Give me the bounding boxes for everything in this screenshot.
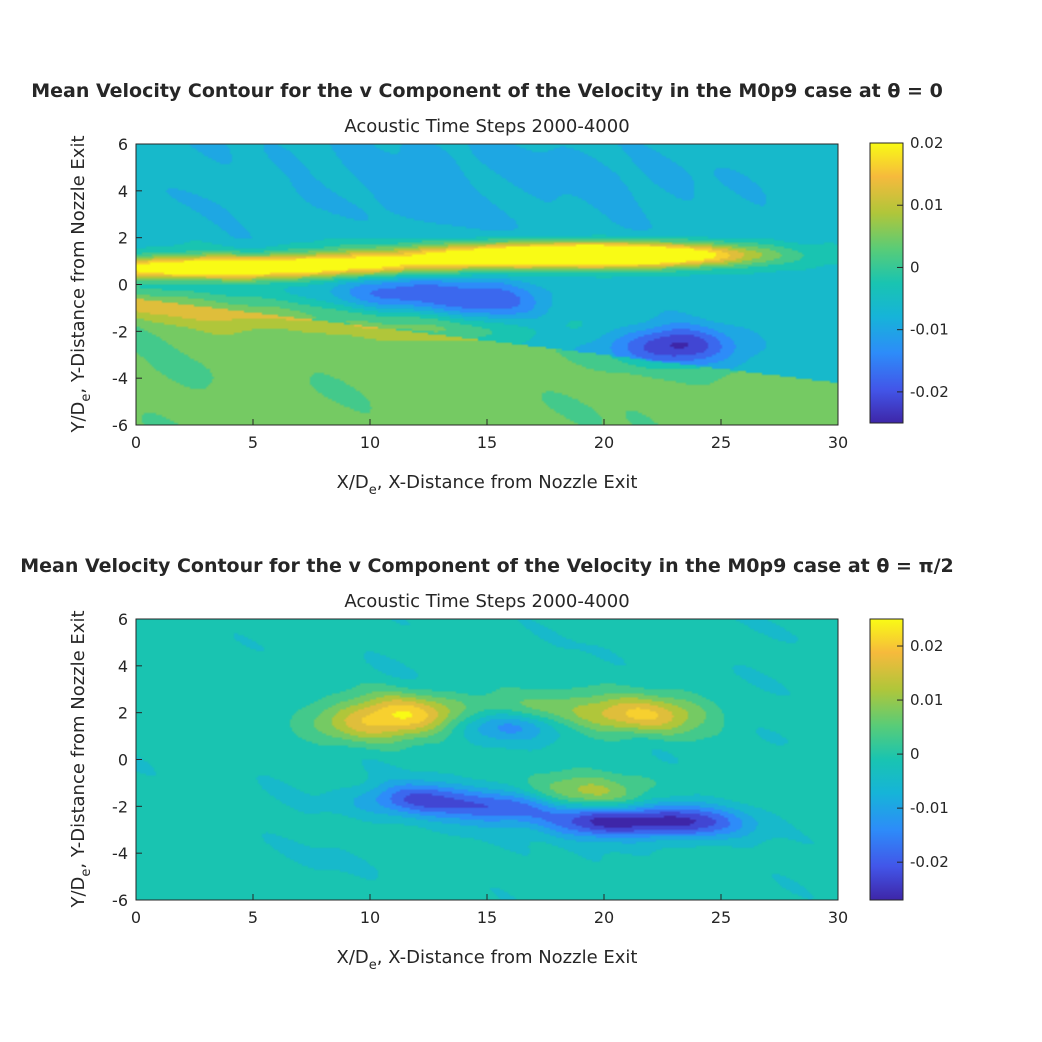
colorbar-tick-label: 0.02 — [910, 134, 943, 152]
y-tick-label: 6 — [118, 610, 128, 629]
heatmap-plot-area-bottom — [135, 618, 839, 901]
y-axis-ticks-bottom: -6 -4 -2 0 2 4 6 — [112, 610, 142, 910]
x-tick-label: 25 — [711, 433, 731, 452]
y-tick-label: -6 — [112, 416, 128, 435]
y-tick-label: -2 — [112, 797, 128, 816]
colorbar-tick-label: 0 — [910, 745, 920, 763]
colorbar-tick-label: 0 — [910, 258, 920, 276]
colorbar-tick-label: -0.02 — [910, 853, 949, 871]
y-tick-label: 0 — [118, 276, 128, 295]
x-tick-label: 25 — [711, 908, 731, 927]
colorbar-tick-label: -0.02 — [910, 383, 949, 401]
x-tick-label: 0 — [131, 433, 141, 452]
y-tick-label: 4 — [118, 657, 128, 676]
colorbar-tick-label: -0.01 — [910, 321, 949, 339]
x-tick-label: 5 — [248, 433, 258, 452]
x-tick-label: 15 — [477, 908, 497, 927]
y-axis-label-top: Y/De, Y-Distance from Nozzle Exit — [68, 135, 94, 433]
x-tick-label: 0 — [131, 908, 141, 927]
colorbar-top: 0.02 0.01 0 -0.01 -0.02 — [869, 134, 949, 424]
x-tick-label: 20 — [594, 908, 614, 927]
x-tick-label: 20 — [594, 433, 614, 452]
y-tick-label: 2 — [118, 229, 128, 248]
chart-subtitle-bottom: Acoustic Time Steps 2000-4000 — [344, 591, 629, 612]
y-tick-label: 6 — [118, 135, 128, 154]
chart-title-top: Mean Velocity Contour for the v Componen… — [31, 80, 943, 102]
x-tick-label: 15 — [477, 433, 497, 452]
chart-panel-bottom: Mean Velocity Contour for the v Componen… — [20, 555, 954, 973]
heatmap-image-bottom — [136, 619, 838, 900]
y-tick-label: -4 — [112, 844, 128, 863]
colorbar-gradient-top — [869, 142, 904, 424]
y-axis-label-bottom: Y/De, Y-Distance from Nozzle Exit — [68, 610, 94, 908]
colorbar-tick-label: 0.02 — [910, 637, 943, 655]
y-axis-ticks-top: -6 -4 -2 0 2 4 6 — [112, 135, 142, 435]
x-tick-label: 30 — [828, 908, 848, 927]
chart-subtitle-top: Acoustic Time Steps 2000-4000 — [344, 116, 629, 137]
y-tick-label: 0 — [118, 751, 128, 770]
x-tick-label: 30 — [828, 433, 848, 452]
colorbar-gradient-bottom — [869, 618, 904, 901]
x-tick-label: 10 — [360, 433, 380, 452]
chart-panel-top: Mean Velocity Contour for the v Componen… — [31, 80, 949, 498]
colorbar-tick-label: -0.01 — [910, 799, 949, 817]
x-axis-ticks-top: 0 5 10 15 20 25 30 — [131, 419, 848, 452]
x-tick-label: 5 — [248, 908, 258, 927]
x-axis-label-top: X/De, X-Distance from Nozzle Exit — [337, 472, 638, 498]
y-tick-label: 4 — [118, 182, 128, 201]
x-axis-label-bottom: X/De, X-Distance from Nozzle Exit — [337, 947, 638, 973]
y-tick-label: -4 — [112, 369, 128, 388]
heatmap-image-top — [136, 144, 838, 425]
x-axis-ticks-bottom: 0 5 10 15 20 25 30 — [131, 894, 848, 927]
chart-title-bottom: Mean Velocity Contour for the v Componen… — [20, 555, 954, 577]
colorbar-ticks-bottom: 0.02 0.01 0 -0.01 -0.02 — [897, 637, 949, 871]
y-tick-label: 2 — [118, 704, 128, 723]
colorbar-ticks-top: 0.02 0.01 0 -0.01 -0.02 — [897, 134, 949, 401]
y-tick-label: -6 — [112, 891, 128, 910]
colorbar-tick-label: 0.01 — [910, 196, 943, 214]
y-tick-label: -2 — [112, 322, 128, 341]
x-tick-label: 10 — [360, 908, 380, 927]
colorbar-tick-label: 0.01 — [910, 691, 943, 709]
heatmap-plot-area-top — [135, 143, 839, 426]
colorbar-bottom: 0.02 0.01 0 -0.01 -0.02 — [869, 618, 949, 901]
